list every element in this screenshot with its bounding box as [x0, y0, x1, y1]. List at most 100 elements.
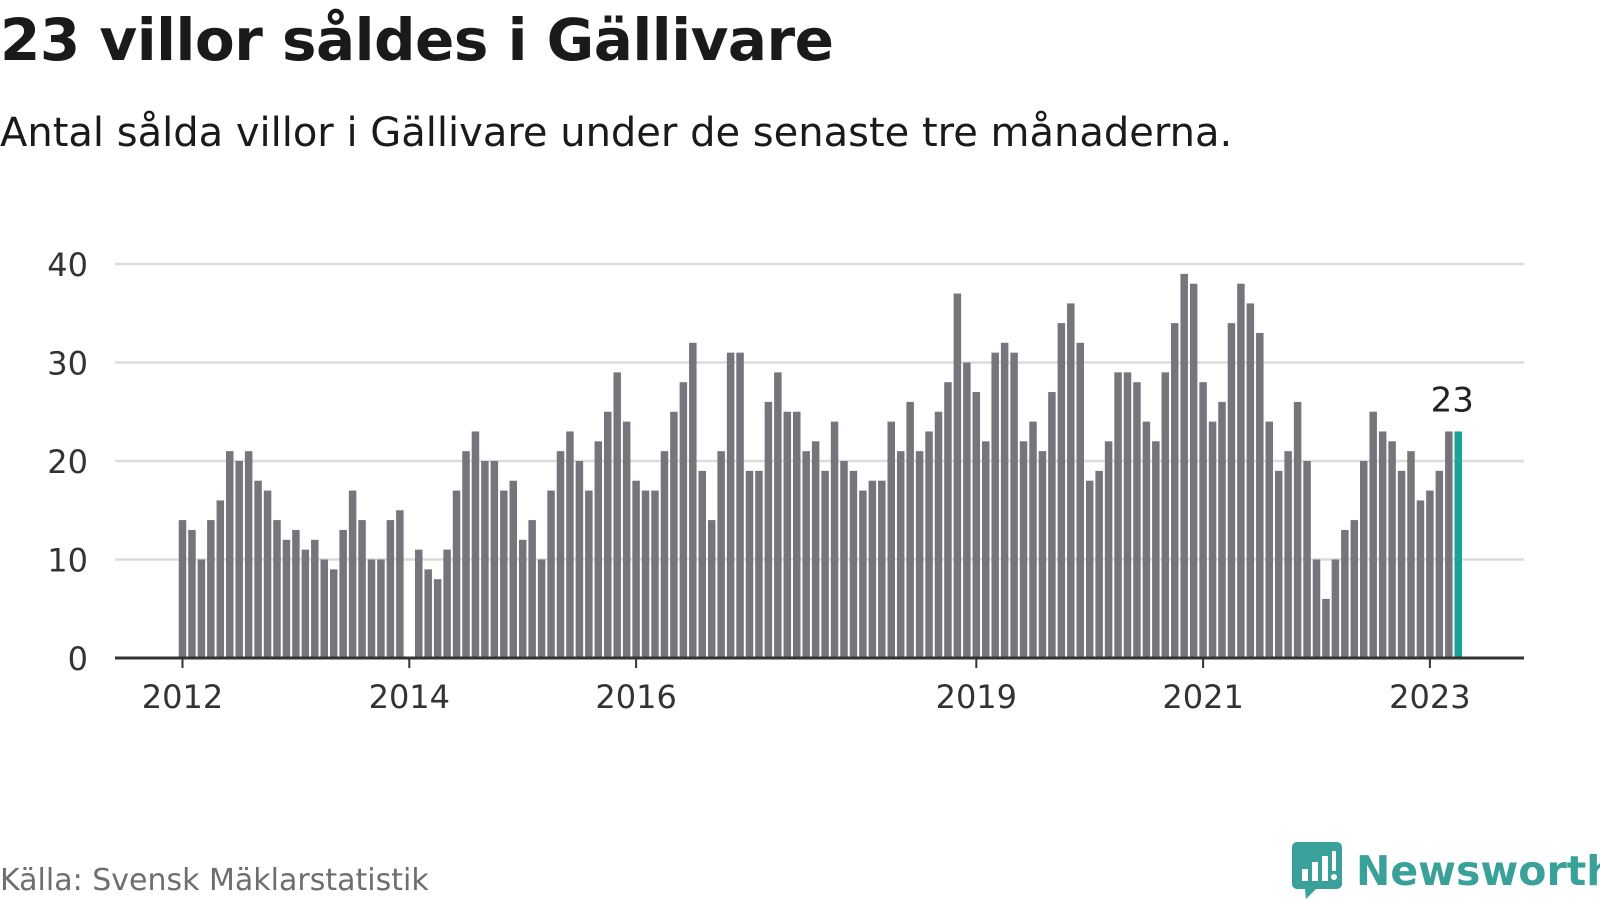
bar: [830, 421, 839, 658]
bar: [273, 520, 281, 658]
bar: [679, 382, 688, 658]
bar: [188, 529, 196, 658]
bar: [774, 372, 782, 658]
bar: [377, 559, 385, 658]
bar: [632, 480, 640, 658]
bar: [1029, 421, 1037, 658]
axis-labels: 0 10 20 30 40 2012 2014 2016 2019 2021 2023 23: [47, 246, 1474, 716]
bar: [793, 411, 801, 658]
bar: [301, 549, 310, 658]
bar: [1000, 342, 1009, 658]
bar: [868, 480, 877, 658]
bar: [717, 451, 725, 658]
bar: [604, 411, 612, 658]
bar: [689, 342, 697, 658]
bar: [991, 352, 999, 658]
bar: [244, 451, 253, 658]
bar: [547, 490, 555, 658]
bar: [263, 490, 272, 658]
bar: [726, 352, 735, 658]
bar: [811, 441, 820, 658]
bar: [944, 382, 952, 658]
bar: [1369, 411, 1377, 658]
bar: [1237, 283, 1245, 658]
bar: [1085, 480, 1094, 658]
bar: [226, 451, 234, 658]
bar-highlight: [1454, 431, 1462, 658]
bar: [443, 549, 451, 658]
bar: [254, 480, 262, 658]
bar: [537, 559, 546, 658]
bar: [433, 579, 442, 658]
bar: [367, 559, 376, 658]
bar: [1388, 441, 1396, 658]
x-tick-label: 2019: [936, 678, 1017, 716]
bar: [500, 490, 508, 658]
bar: [1407, 451, 1415, 658]
bar: [859, 490, 867, 658]
bar: [1038, 451, 1047, 658]
y-tick-label: 20: [47, 443, 88, 481]
bar: [1378, 431, 1387, 658]
bar: [452, 490, 461, 658]
bar: [1057, 323, 1066, 658]
bar: [755, 470, 763, 658]
x-tick-label: 2012: [142, 678, 223, 716]
brand-name: Newsworthy: [1356, 847, 1600, 895]
bar: [1341, 529, 1349, 658]
bar: [972, 392, 981, 658]
bar: [783, 411, 792, 658]
bar: [528, 520, 536, 658]
bar: [1189, 283, 1198, 658]
bar: [878, 480, 886, 658]
bar: [1095, 470, 1103, 658]
bar: [1104, 441, 1113, 658]
bar: [849, 470, 858, 658]
bar: [1360, 461, 1368, 658]
data-label-latest: 23: [1431, 380, 1474, 420]
bar: [1265, 421, 1273, 658]
bar: [896, 451, 905, 658]
bar: [386, 520, 395, 658]
bar: [641, 490, 650, 658]
bar: [982, 441, 990, 658]
bar: [963, 362, 971, 658]
bar: [320, 559, 328, 658]
bar: [1331, 559, 1340, 658]
bar: [934, 411, 943, 658]
bar: [575, 461, 584, 658]
bar: [358, 520, 366, 658]
x-tick-label: 2021: [1162, 678, 1243, 716]
bar: [235, 461, 243, 658]
bar: [1133, 382, 1141, 658]
bar: [915, 451, 924, 658]
bar: [197, 559, 206, 658]
bar: [339, 529, 347, 658]
bar: [660, 451, 669, 658]
bar: [415, 549, 423, 658]
bar: [1303, 461, 1311, 658]
newsworthy-logo[interactable]: Newsworthy: [1292, 842, 1600, 900]
bar: [1076, 342, 1084, 658]
bar: [1171, 323, 1179, 658]
bar: [1152, 441, 1160, 658]
bar: [556, 451, 565, 658]
bar: [1218, 401, 1226, 658]
bar: [840, 461, 848, 658]
bar: [1350, 520, 1359, 658]
bar: [396, 510, 404, 658]
bar: [906, 401, 914, 658]
bar: [1246, 303, 1255, 658]
speech-bubble-bar-chart-icon: [1292, 842, 1342, 899]
y-tick-label: 0: [68, 640, 88, 678]
bar: [1208, 421, 1217, 658]
y-tick-label: 40: [47, 246, 88, 284]
bar: [292, 529, 300, 658]
x-tick-label: 2014: [369, 678, 450, 716]
bar: [887, 421, 895, 658]
bar: [953, 293, 962, 658]
bar: [802, 451, 810, 658]
bar: [1048, 392, 1056, 658]
bar: [585, 490, 593, 658]
